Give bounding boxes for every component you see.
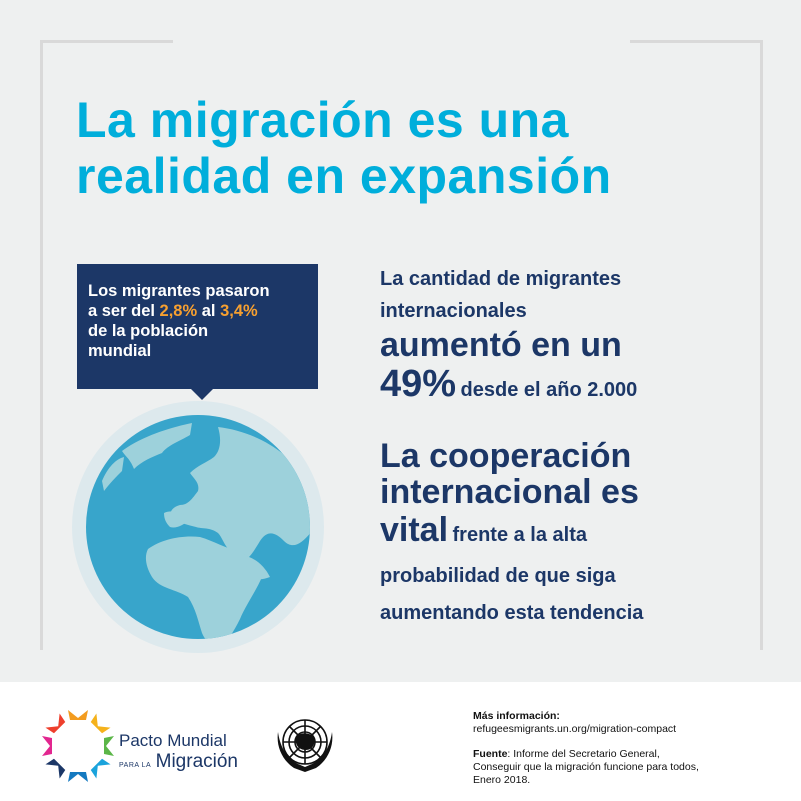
logo-prefix: PARA LA — [119, 762, 152, 769]
callout-line-4: mundial — [88, 342, 152, 360]
page-title: La migración es una realidad en expansió… — [76, 92, 612, 204]
source-line-3: Enero 2018. — [473, 774, 531, 786]
pacto-logo-icon — [40, 708, 116, 784]
callout-pointer — [191, 389, 213, 400]
frame-top-left — [40, 40, 173, 43]
un-emblem-icon — [272, 712, 338, 778]
stat1-line-3: aumentó en un — [380, 326, 622, 364]
logo-name-line-1: Pacto Mundial — [119, 731, 227, 750]
globe-icon — [72, 401, 324, 653]
title-line-1: La migración es una — [76, 92, 569, 148]
stat2-line-1: La cooperación — [380, 437, 632, 475]
logo-name-line-2: Migración — [155, 751, 238, 772]
stat2-line-2: internacional es — [380, 473, 639, 511]
callout-value-from: 2,8% — [159, 302, 198, 320]
frame-right — [760, 40, 763, 650]
stat2-line-4: probabilidad de que siga — [380, 565, 616, 587]
cooperation-statement: La cooperación internacional es vital fr… — [380, 438, 643, 631]
main-panel: La migración es una realidad en expansió… — [0, 0, 801, 682]
callout-line-2-prefix: a ser del — [88, 302, 160, 320]
stat2-line-3: vital frente a la alta — [380, 510, 643, 557]
title-line-2: realidad en expansión — [76, 148, 612, 204]
stat1-line-1: La cantidad de migrantes — [380, 268, 622, 290]
migrant-growth-stat: La cantidad de migrantes internacionales… — [380, 262, 637, 412]
population-callout: Los migrantes pasaron a ser del 2,8% al … — [77, 264, 318, 389]
source-line-2: Conseguir que la migración funcione para… — [473, 761, 699, 773]
callout-line-3: de la población — [88, 322, 209, 340]
growth-percentage: 49% — [380, 363, 457, 405]
stat1-line-2: internacionales — [380, 300, 527, 322]
stat1-suffix: desde el año 2.000 — [460, 379, 638, 401]
callout-line-1: Los migrantes pasaron — [88, 282, 270, 300]
frame-top-right — [630, 40, 763, 43]
info-label: Más información: — [473, 710, 560, 722]
footer-info: Más información: refugeesmigrants.un.org… — [473, 710, 699, 787]
frame-left — [40, 40, 43, 650]
callout-value-to: 3,4% — [220, 302, 258, 320]
logo-name-line-2-row: PARA LA Migración — [119, 751, 238, 777]
source-label: Fuente — [473, 748, 508, 760]
source-text: : Informe del Secretario General, — [507, 748, 660, 760]
stat2-suffix: frente a la alta — [452, 524, 588, 546]
stat1-line-4: 49% desde el año 2.000 — [380, 364, 637, 412]
pacto-logo-text: Pacto Mundial PARA LA Migración — [119, 731, 238, 777]
info-link[interactable]: refugeesmigrants.un.org/migration-compac… — [473, 723, 677, 735]
callout-line-2-mid: al — [197, 302, 221, 320]
stat2-line-5: aumentando esta tendencia — [380, 602, 644, 624]
vital-word: vital — [380, 511, 449, 549]
